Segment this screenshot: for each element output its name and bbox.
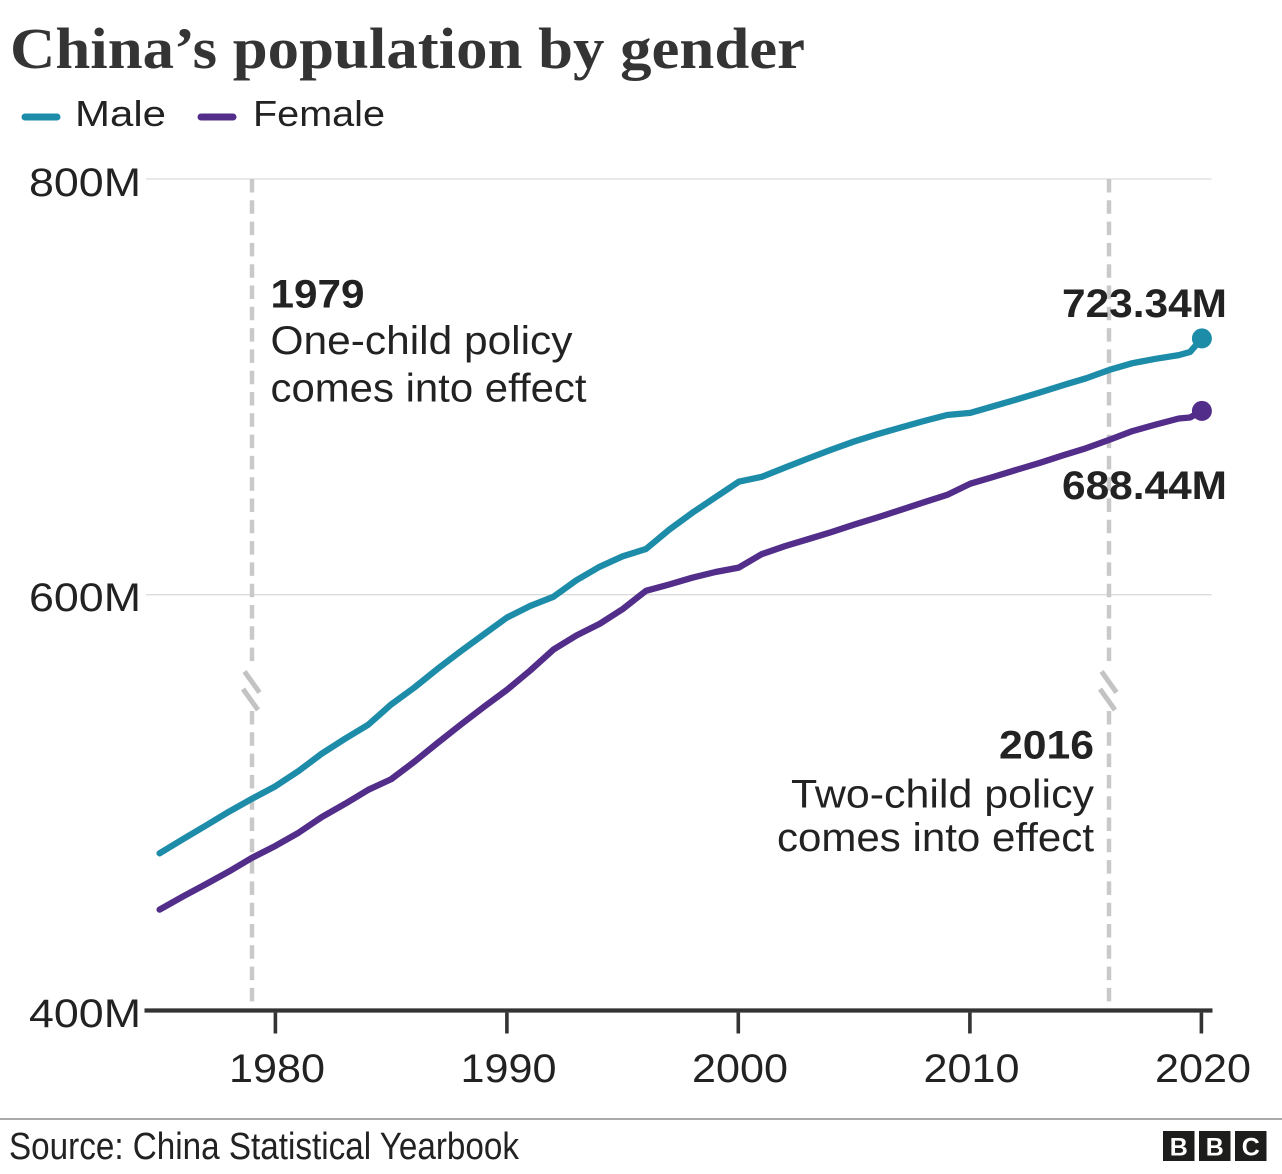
svg-text:Source: China Statistical Year: Source: China Statistical Yearbook [9,1126,520,1168]
svg-text:comes into effect: comes into effect [271,367,587,411]
svg-text:1980: 1980 [229,1047,325,1091]
svg-text:One-child policy: One-child policy [271,319,573,363]
svg-text:2010: 2010 [924,1047,1020,1091]
svg-text:688.44M: 688.44M [1062,464,1227,508]
svg-text:C: C [1242,1134,1260,1162]
svg-text:2016: 2016 [999,724,1094,768]
svg-text:Two-child policy: Two-child policy [791,773,1094,817]
svg-text:China’s population by gender: China’s population by gender [10,16,805,81]
svg-text:1990: 1990 [461,1047,557,1091]
svg-text:2000: 2000 [692,1047,788,1091]
svg-text:Female: Female [253,93,385,134]
svg-text:B: B [1170,1134,1188,1162]
svg-text:800M: 800M [29,161,141,205]
svg-text:Male: Male [75,93,166,134]
svg-text:B: B [1206,1134,1224,1162]
svg-text:723.34M: 723.34M [1062,282,1227,326]
svg-text:600M: 600M [29,576,141,620]
svg-text:comes into effect: comes into effect [777,816,1094,860]
svg-text:400M: 400M [29,992,141,1036]
svg-text:2020: 2020 [1155,1047,1251,1091]
svg-text:1979: 1979 [271,273,365,317]
